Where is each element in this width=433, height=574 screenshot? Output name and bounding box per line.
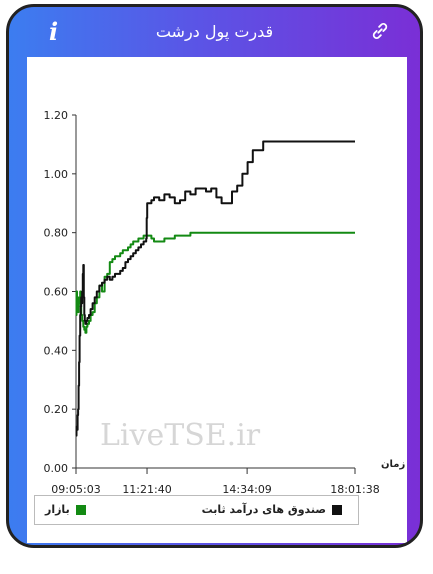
link-icon[interactable] (370, 21, 390, 41)
series-line-market (75, 231, 355, 334)
legend-item-fixed-income[interactable]: صندوق های درآمد ثابت (202, 503, 342, 516)
chart-legend: صندوق های درآمد ثابت بازار (34, 495, 359, 525)
x-tick-label: 09:05:03 (51, 483, 100, 496)
legend-label-market: بازار (45, 503, 70, 516)
watermark: LiveTSE.ir (100, 418, 261, 453)
y-tick-label: 0.20 (44, 403, 69, 416)
y-tick-label: 0.60 (44, 286, 69, 299)
chart-panel (27, 57, 407, 543)
series-layer (75, 140, 355, 437)
y-tick-label: 1.00 (44, 168, 69, 181)
info-icon[interactable]: i (49, 17, 59, 46)
x-tick-label: 18:01:38 (330, 483, 379, 496)
legend-label-fixed-income: صندوق های درآمد ثابت (201, 503, 326, 516)
y-tick-label: 1.20 (44, 109, 69, 122)
chart-title: قدرت پول درشت (155, 21, 274, 41)
legend-swatch-fixed-income (332, 504, 342, 515)
y-tick-label: 0.80 (44, 227, 69, 240)
title-bar: i قدرت پول درشت (9, 7, 420, 55)
x-tick-label: 14:34:09 (222, 483, 271, 496)
series-line-fixed-income (75, 140, 355, 437)
x-tick-label: 11:21:40 (122, 483, 171, 496)
x-axis-label: زمان (381, 459, 405, 470)
legend-swatch-market (75, 504, 86, 515)
y-tick-label: 0.40 (44, 344, 69, 357)
y-tick-label: 0.00 (44, 462, 69, 475)
legend-item-market[interactable]: بازار (45, 503, 86, 516)
